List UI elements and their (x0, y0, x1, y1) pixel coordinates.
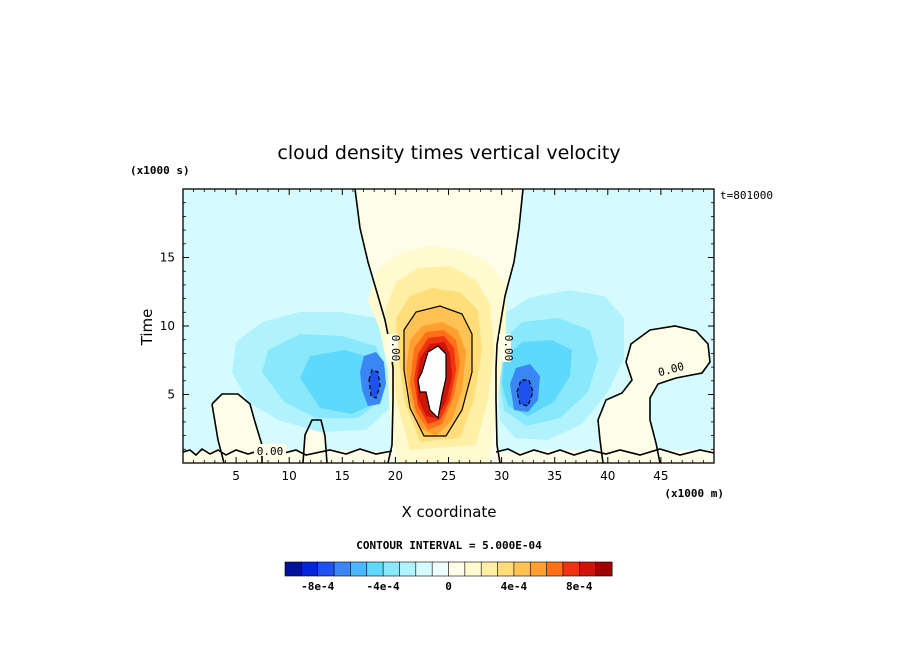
x-tick-label: 25 (441, 469, 456, 483)
colorbar-swatch (497, 561, 515, 577)
left-positive-blob (212, 394, 262, 463)
colorbar-swatch (301, 561, 319, 577)
y-tick-label: 15 (160, 251, 175, 265)
y-axis-label: Time (138, 309, 156, 347)
x-tick-label: 15 (335, 469, 350, 483)
colorbar-swatch (333, 561, 351, 577)
colorbar-swatch (529, 561, 548, 577)
x-tick-label: 10 (282, 469, 297, 483)
colorbar-swatch (448, 561, 466, 577)
right-downdraft-center (517, 380, 533, 406)
colorbar-swatch (284, 561, 302, 577)
right-positive-region (598, 326, 710, 463)
colorbar-swatch (578, 561, 597, 577)
colorbar-swatch (415, 561, 433, 577)
zero-contour-label: 0.00 (389, 335, 402, 362)
colorbar-tick-label: -4e-4 (367, 580, 400, 593)
core-contour-lines (403, 305, 473, 437)
colorbar-tick-label: 4e-4 (501, 580, 528, 593)
y-tick-label: 10 (160, 319, 175, 333)
colorbar-swatch (399, 561, 417, 577)
colorbar-swatch (317, 561, 335, 577)
zero-label-bg-2 (386, 334, 398, 362)
y-tick-label: 5 (167, 388, 175, 402)
colorbar-swatch (350, 561, 368, 577)
colorbar-swatch (595, 561, 613, 577)
contour-interval-label: CONTOUR INTERVAL = 5.000E-04 (356, 539, 542, 552)
heatmap-field: 0.00 0.00 0.00 0.00 (183, 189, 714, 463)
x-axis-label: X coordinate (401, 503, 496, 521)
x-tick-label: 45 (653, 469, 668, 483)
zero-label-bg-3 (499, 334, 511, 362)
chart-title: cloud density times vertical velocity (277, 142, 620, 164)
colorbar-swatch (366, 561, 384, 577)
colorbar-swatch (562, 561, 580, 577)
colorbar: -8e-4 -4e-4 0 4e-4 8e-4 (284, 561, 613, 593)
negative-contour-lines (368, 369, 534, 407)
time-stamp-label: t=801000 (720, 189, 773, 202)
zero-label-bg-4 (656, 362, 688, 374)
colorbar-swatch (546, 561, 564, 577)
colorbar-swatch (464, 561, 482, 577)
left-downdraft-center (369, 370, 380, 398)
x-tick-label: 20 (388, 469, 403, 483)
colorbar-tick-label: -8e-4 (301, 580, 334, 593)
colorbar-swatch (480, 561, 499, 577)
zero-contour-label: 0.00 (257, 445, 284, 458)
x-tick-label: 35 (547, 469, 562, 483)
x-tick-label: 40 (600, 469, 615, 483)
colorbar-tick-label: 8e-4 (566, 580, 593, 593)
x-tick-label: 5 (232, 469, 240, 483)
colorbar-swatch (431, 561, 449, 577)
y-units-label: (x1000 s) (130, 164, 190, 177)
x-tick-label: 30 (494, 469, 509, 483)
zero-label-bg-1 (254, 444, 286, 456)
x-units-label: (x1000 m) (664, 487, 724, 500)
axis-ticks: 5 10 15 20 25 30 35 40 45 5 10 15 (160, 189, 714, 483)
colorbar-swatch (382, 561, 400, 577)
zero-contour-label: 0.00 (502, 335, 515, 362)
colorbar-tick-label: 0 (445, 580, 452, 593)
colorbar-swatch (513, 561, 531, 577)
